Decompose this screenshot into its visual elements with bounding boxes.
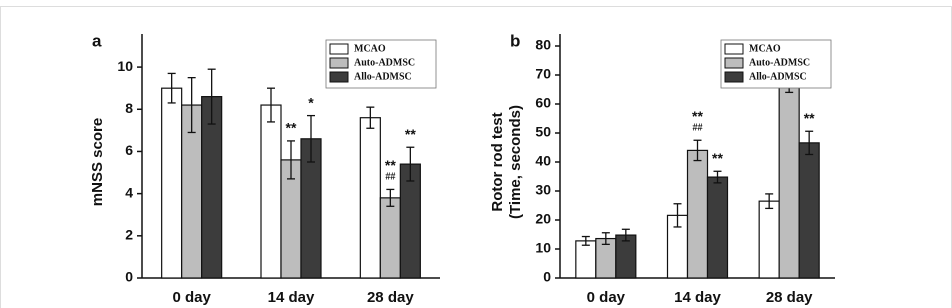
error-bar [693,139,702,162]
significance-label: ** [385,157,396,173]
y-tick-label: 0 [543,269,551,285]
error-bar [366,106,375,129]
significance-label: ## [385,172,395,183]
error-bar [307,114,315,163]
bar [686,149,709,279]
y-tick-label: 2 [125,227,133,243]
y-tick-label: 70 [535,66,551,82]
legend-label: Allo-ADMSC [354,71,412,82]
legend-label: MCAO [749,43,781,54]
x-tick-label: 28 day [367,289,414,306]
y-tick-label: 4 [125,184,133,200]
bar [260,104,282,279]
x-tick-label: 28 day [766,289,813,306]
error-bar [207,68,216,125]
y-tick-label: 10 [535,240,551,256]
error-bar [406,146,415,182]
y-tick-label: 10 [117,58,133,74]
panel-label: a [92,31,102,50]
significance-label: ** [692,108,703,124]
legend-label: Auto-ADMSC [354,57,415,68]
bar [798,142,820,279]
error-bar [386,188,395,207]
bar [575,240,597,279]
legend-label: MCAO [354,43,386,54]
panel-label: b [510,31,520,50]
bar [706,176,729,279]
x-tick-label: 14 day [674,289,721,306]
y-axis-label: (Time, seconds) [507,105,524,219]
error-bar [267,87,275,123]
legend-label: Allo-ADMSC [749,71,807,82]
significance-label: ** [804,110,815,126]
error-bar [581,235,590,246]
y-tick-label: 30 [535,182,551,198]
significance-label: ** [405,126,416,142]
x-tick-label: 14 day [268,289,315,306]
y-axis-label: mNSS score [89,118,106,206]
y-tick-label: 6 [125,142,133,158]
y-tick-label: 20 [535,211,551,227]
error-bar [621,228,630,242]
bar [161,87,183,279]
significance-label: ** [286,120,297,136]
bar [758,200,780,279]
error-bar [765,193,774,210]
y-tick-label: 80 [535,37,551,53]
bar [379,197,401,279]
error-bar [601,232,610,246]
error-bar [713,170,722,184]
significance-label: * [308,94,314,110]
y-tick-label: 60 [535,95,551,111]
error-bar [187,76,196,134]
legend-swatch [329,57,349,69]
y-tick-label: 40 [535,153,551,169]
legend-swatch [724,57,744,69]
y-axis-label: Rotor rod test [489,112,506,211]
error-bar [287,140,295,180]
y-tick-label: 0 [125,269,133,285]
legend-swatch [329,71,349,83]
x-tick-label: 0 day [587,289,626,306]
x-tick-label: 0 day [172,289,211,306]
bar [778,80,800,279]
y-tick-label: 8 [125,100,133,116]
significance-label: ## [693,123,703,134]
error-bar [167,72,176,104]
error-bar [673,203,682,228]
error-bar [805,130,814,156]
legend-label: Auto-ADMSC [749,57,810,68]
legend-swatch [724,43,744,55]
significance-label: ** [712,150,723,166]
legend-swatch [724,71,744,83]
y-tick-label: 50 [535,124,551,140]
bar [359,117,381,279]
legend-swatch [329,43,349,55]
